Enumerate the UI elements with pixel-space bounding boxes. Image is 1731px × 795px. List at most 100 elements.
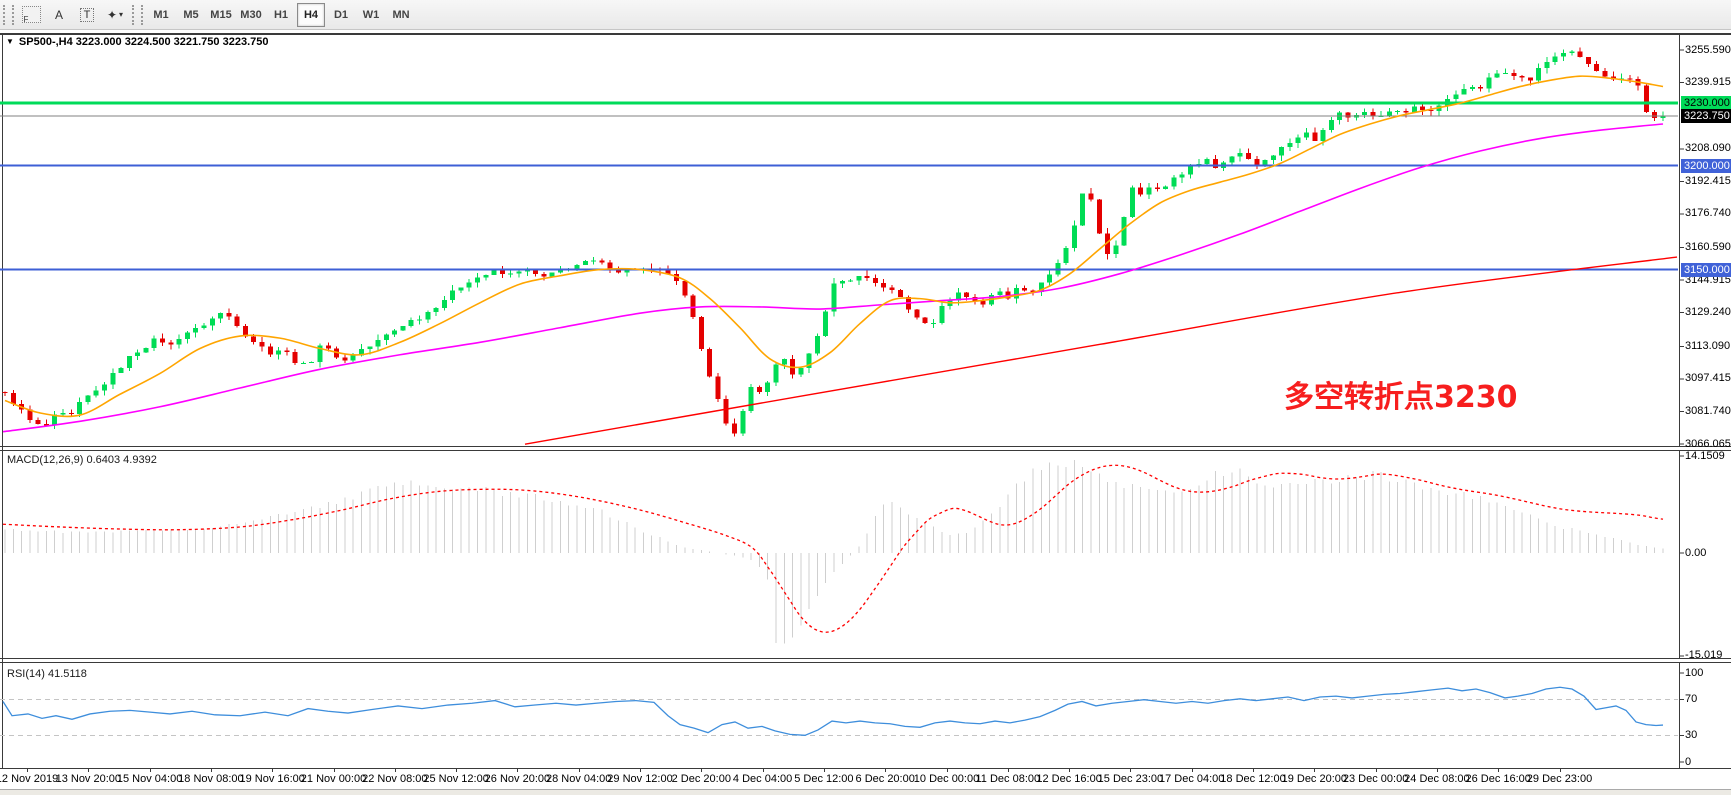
- macd-axis-label: 14.1509: [1685, 449, 1725, 462]
- time-axis-label: 10 Dec 00:00: [913, 773, 980, 785]
- time-axis-label: 15 Nov 04:00: [116, 773, 183, 785]
- time-axis-tick: [210, 769, 212, 772]
- time-axis-tick: [1498, 769, 1500, 772]
- macd-axis-label: 0.00: [1685, 546, 1707, 559]
- time-axis-tick: [1191, 769, 1193, 772]
- price-axis-label: 3239.915: [1685, 76, 1731, 89]
- time-axis-tick: [1130, 769, 1132, 772]
- time-axis-tick: [333, 769, 335, 772]
- macd-axis-label: -15.019: [1685, 649, 1723, 662]
- cursor-tool-button[interactable]: ✦ ▾: [102, 3, 128, 27]
- cursor-icon: ✦: [106, 7, 118, 22]
- window-bottom-edge: [0, 789, 1731, 795]
- time-axis-label: 25 Nov 12:00: [423, 773, 489, 785]
- time-axis-tick: [517, 769, 519, 772]
- time-axis-label: 19 Dec 20:00: [1281, 773, 1348, 785]
- current-price-tag: 3223.750: [1681, 109, 1731, 124]
- price-axis-label: 3113.090: [1685, 339, 1731, 352]
- timeframe-button-d1[interactable]: D1: [333, 8, 349, 21]
- time-axis-tick: [1375, 769, 1377, 772]
- chart-annotation: 多空转折点3230: [1284, 380, 1518, 415]
- indicator-f-tool-button[interactable]: F: [18, 3, 44, 27]
- price-axis-label: 3081.740: [1685, 404, 1731, 417]
- time-axis-tick: [578, 769, 580, 772]
- chart-title-text: SP500-,H4 3223.000 3224.500 3221.750 322…: [18, 36, 269, 48]
- time-axis-tick: [885, 769, 887, 772]
- price-axis-label: 3097.415: [1685, 372, 1731, 385]
- rsi-axis-label: 70: [1685, 693, 1698, 706]
- time-axis-tick: [1314, 769, 1316, 772]
- time-axis-tick: [149, 769, 151, 772]
- time-axis-tick: [394, 769, 396, 772]
- price-axis-label: 3129.240: [1685, 306, 1731, 319]
- timeframe-button-mn[interactable]: MN: [392, 8, 410, 21]
- time-axis-tick: [272, 769, 274, 772]
- rsi-axis-label: 100: [1685, 666, 1704, 679]
- rsi-axis-label: 0: [1685, 755, 1692, 768]
- timeframe-button-h1[interactable]: H1: [273, 8, 289, 21]
- time-axis-label: 26 Dec 16:00: [1465, 773, 1531, 785]
- time-axis-label: 12 Nov 2019: [0, 773, 59, 785]
- level-price-tag: 3230.000: [1681, 96, 1731, 111]
- time-axis-label: 26 Nov 20:00: [484, 773, 551, 785]
- price-axis-label: 3066.065: [1685, 437, 1731, 450]
- toolbar: F A T ✦ ▾ M1 M5 M15 M30 H1 H4 D1 W1 MN: [0, 0, 1731, 30]
- time-axis-label: 23 Dec 00:00: [1342, 773, 1409, 785]
- price-axis-label: 3255.590: [1685, 43, 1731, 56]
- timeframe-button-h4[interactable]: H4: [297, 2, 325, 27]
- text-label-tool-button[interactable]: A: [46, 3, 72, 27]
- toolbar-separator: [132, 4, 143, 25]
- toolbar-grip[interactable]: [3, 4, 14, 25]
- time-axis-label: 28 Nov 04:00: [545, 773, 612, 785]
- time-axis-tick: [823, 769, 825, 772]
- timeframe-button-group: M1 M5 M15 M30 H1 H4 D1 W1 MN: [146, 2, 416, 27]
- time-axis-tick: [456, 769, 458, 772]
- main-chart-canvas[interactable]: [0, 33, 1731, 446]
- time-axis-tick: [946, 769, 948, 772]
- price-axis-label: 3208.090: [1685, 142, 1731, 155]
- time-axis-label: 5 Dec 12:00: [794, 773, 854, 785]
- time-axis-label: 19 Nov 16:00: [239, 773, 305, 785]
- time-axis-tick: [1559, 769, 1561, 772]
- text-box-tool-button[interactable]: T: [74, 3, 100, 27]
- timeframe-button-w1[interactable]: W1: [362, 8, 380, 21]
- time-axis-label: 29 Dec 23:00: [1526, 773, 1593, 785]
- macd-indicator-label: MACD(12,26,9) 0.6403 4.9392: [7, 454, 157, 466]
- main-chart-top-border: [0, 33, 1731, 35]
- price-axis-label: 3160.590: [1685, 241, 1731, 253]
- main-macd-separator[interactable]: [0, 446, 1731, 447]
- time-axis-tick: [762, 769, 764, 772]
- text-box-icon: T: [79, 7, 95, 22]
- time-axis-label: 21 Nov 00:00: [300, 773, 367, 785]
- price-axis-label: 3144.915: [1685, 273, 1731, 286]
- rsi-top-border: [0, 662, 1731, 663]
- one-click-expand-icon[interactable]: ▼: [6, 37, 14, 46]
- price-axis-label: 3176.740: [1685, 207, 1731, 220]
- time-axis-label: 13 Nov 20:00: [55, 773, 122, 785]
- time-axis-tick: [1253, 769, 1254, 772]
- time-axis-tick: [1069, 769, 1071, 772]
- timeframe-button-m5[interactable]: M5: [183, 8, 199, 21]
- left-border: [2, 33, 3, 768]
- macd-canvas[interactable]: [0, 450, 1731, 658]
- time-axis-tick: [88, 769, 90, 772]
- time-axis-tick: [701, 769, 703, 772]
- rsi-canvas[interactable]: [0, 662, 1731, 768]
- time-axis-label: 24 Dec 08:00: [1404, 773, 1470, 785]
- time-axis-label: 12 Dec 16:00: [1036, 773, 1102, 785]
- timeframe-button-m1[interactable]: M1: [153, 8, 169, 21]
- time-axis-label: 18 Dec 12:00: [1220, 773, 1286, 785]
- timeframe-button-m15[interactable]: M15: [210, 8, 232, 21]
- time-axis-tick: [640, 769, 641, 772]
- macd-rsi-separator[interactable]: [0, 658, 1731, 659]
- time-axis-label: 18 Nov 08:00: [178, 773, 244, 785]
- time-axis-label: 22 Nov 08:00: [362, 773, 428, 785]
- level-price-tag: 3150.000: [1681, 262, 1731, 277]
- dropdown-caret-icon[interactable]: ▾: [119, 10, 124, 19]
- time-axis-label: 29 Nov 12:00: [607, 773, 673, 785]
- timeframe-button-m30[interactable]: M30: [240, 8, 262, 21]
- time-axis-label: 6 Dec 20:00: [855, 773, 915, 785]
- macd-top-border: [0, 450, 1731, 451]
- time-axis-label: 15 Dec 23:00: [1097, 773, 1164, 785]
- level-price-tag: 3200.000: [1681, 158, 1731, 173]
